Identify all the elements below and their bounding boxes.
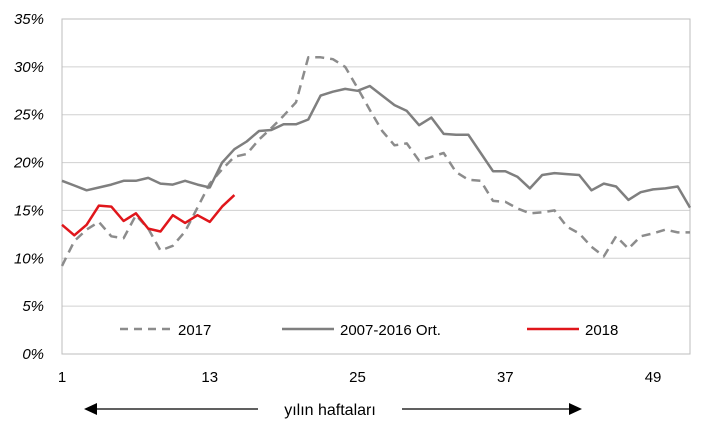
legend-label-2017: 2017 <box>178 322 211 339</box>
x-tick-label: 49 <box>645 369 662 386</box>
plot-frame <box>61 18 691 355</box>
gridlines <box>61 18 691 355</box>
series-line-2 <box>61 194 236 237</box>
x-tick-label: 1 <box>58 369 66 386</box>
series-line-0 <box>60 56 690 267</box>
x-axis-label: yılın haftaları <box>284 402 376 419</box>
series-lines <box>60 56 692 267</box>
y-axis-tick-labels: 0% 5% 10% 15% 20% 25% 30% 35% <box>13 11 44 363</box>
y-tick-label: 15% <box>14 202 44 219</box>
legend: 2017 2007-2016 Ort. 2018 <box>120 322 618 339</box>
y-tick-label: 30% <box>14 59 44 76</box>
x-axis-tick-labels: 1 13 25 37 49 <box>58 369 662 386</box>
arrow-left-head <box>84 403 97 415</box>
y-tick-label: 0% <box>22 346 44 363</box>
x-axis-title: yılın haftaları <box>84 402 582 419</box>
x-tick-label: 25 <box>349 369 366 386</box>
y-tick-label: 35% <box>14 11 44 28</box>
legend-label-2018: 2018 <box>585 322 618 339</box>
arrow-right-head <box>569 403 582 415</box>
y-tick-label: 10% <box>14 250 44 267</box>
legend-label-2007-2016: 2007-2016 Ort. <box>340 322 441 339</box>
x-tick-label: 37 <box>497 369 514 386</box>
y-tick-label: 5% <box>22 298 44 315</box>
x-tick-label: 13 <box>201 369 218 386</box>
y-tick-label: 20% <box>13 155 44 172</box>
y-tick-label: 25% <box>13 107 44 124</box>
series-line-1 <box>61 84 692 209</box>
